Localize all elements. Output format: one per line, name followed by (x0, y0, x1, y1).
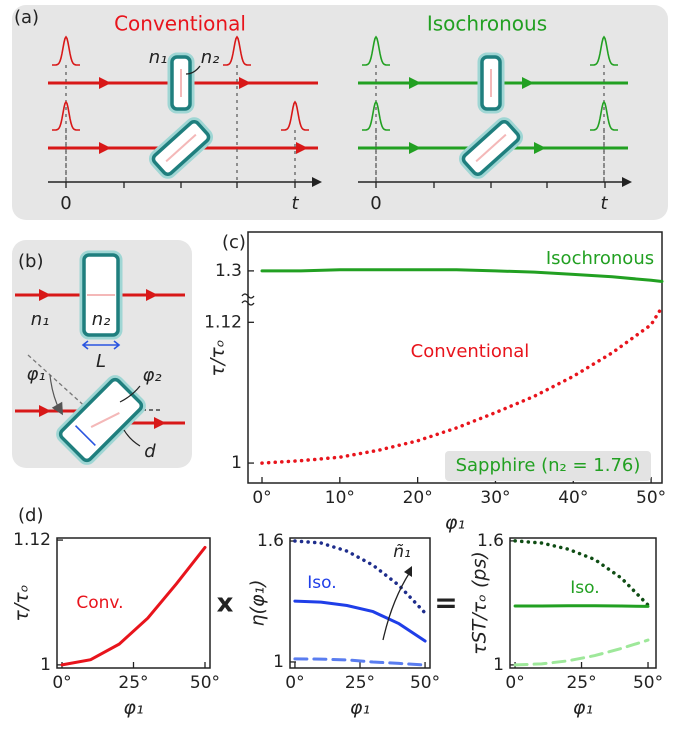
x-tick-label: 25° (566, 673, 596, 693)
panel-label: (a) (14, 7, 39, 28)
axis-label: 0 (370, 193, 381, 214)
y-tick-label: 1 (231, 453, 242, 473)
y-tick-label: 1 (40, 655, 51, 675)
series-line (515, 640, 648, 665)
x-tick-label: 40° (558, 488, 588, 508)
series-label: Isochronous (546, 248, 654, 269)
x-axis-label: φ₁ (445, 512, 465, 534)
x-tick-label: 25° (345, 673, 375, 693)
x-tick-label: 0° (252, 488, 271, 508)
x-tick-label: 10° (325, 488, 355, 508)
series-line (295, 601, 425, 641)
x-axis-label: φ₁ (123, 697, 143, 719)
thickness-label: d (144, 441, 156, 462)
length-label: L (96, 351, 106, 372)
panel-label: (c) (222, 232, 246, 253)
index-label: n₁ (31, 309, 50, 330)
series-label: Conv. (76, 593, 123, 613)
y-tick-label: 1 (273, 652, 284, 672)
panel-title: Isochronous (427, 12, 547, 36)
operator: x (217, 589, 234, 619)
index-label: n₁ (149, 47, 168, 68)
x-axis-label: φ₁ (573, 697, 593, 719)
axis-label: t (291, 193, 299, 214)
annotation: ñ₁ (393, 542, 411, 562)
x-tick-label: 30° (480, 488, 510, 508)
y-tick-label: 1.6 (257, 531, 284, 551)
panel-title: Conventional (114, 12, 246, 36)
index-label: n₂ (92, 309, 111, 330)
y-tick-label: 1.6 (477, 531, 504, 551)
series-label: Iso. (570, 578, 599, 598)
annotation: Sapphire (n₂ = 1.76) (456, 455, 641, 476)
plot-frame (510, 538, 656, 668)
axis-label: t (600, 193, 608, 214)
y-axis-label: τ/τₒ (207, 339, 229, 376)
y-axis-label: τST/τₒ (ps) (469, 551, 491, 655)
series-label: Conventional (411, 341, 530, 362)
x-tick-label: 0° (285, 673, 304, 693)
index-label: n₂ (201, 47, 220, 68)
panel-a-bg (12, 5, 668, 220)
y-tick-label: 1.12 (204, 312, 242, 332)
x-tick-label: 50° (636, 488, 666, 508)
x-tick-label: 50° (410, 673, 440, 693)
y-tick-label: 1.3 (215, 261, 242, 281)
x-tick-label: 0° (505, 673, 524, 693)
operator: = (434, 586, 457, 619)
x-tick-label: 0° (52, 673, 71, 693)
glass-block (482, 57, 500, 109)
series-line (515, 606, 648, 607)
series-line (262, 270, 662, 282)
x-tick-label: 20° (403, 488, 433, 508)
series-label: Iso. (307, 573, 336, 593)
angle-label: φ₁ (26, 364, 45, 385)
x-tick-label: 50° (190, 673, 220, 693)
y-tick-label: 1.12 (13, 530, 51, 550)
figure: (a) Conventional Isochronous n₁ n₂ 0 t 0… (0, 0, 681, 730)
y-tick-label: 1 (493, 655, 504, 675)
x-tick-label: 50° (633, 673, 663, 693)
glass-block (172, 57, 190, 109)
series-line (262, 307, 662, 463)
y-axis-label: τ/τₒ (11, 584, 33, 621)
axis-label: 0 (60, 193, 71, 214)
panel-label: (d) (18, 505, 43, 526)
x-tick-label: 25° (118, 673, 148, 693)
angle-label: φ₂ (142, 365, 161, 386)
y-axis-label: η(φ₁) (247, 579, 269, 626)
panel-label: (b) (18, 251, 43, 272)
x-axis-label: φ₁ (350, 697, 370, 719)
